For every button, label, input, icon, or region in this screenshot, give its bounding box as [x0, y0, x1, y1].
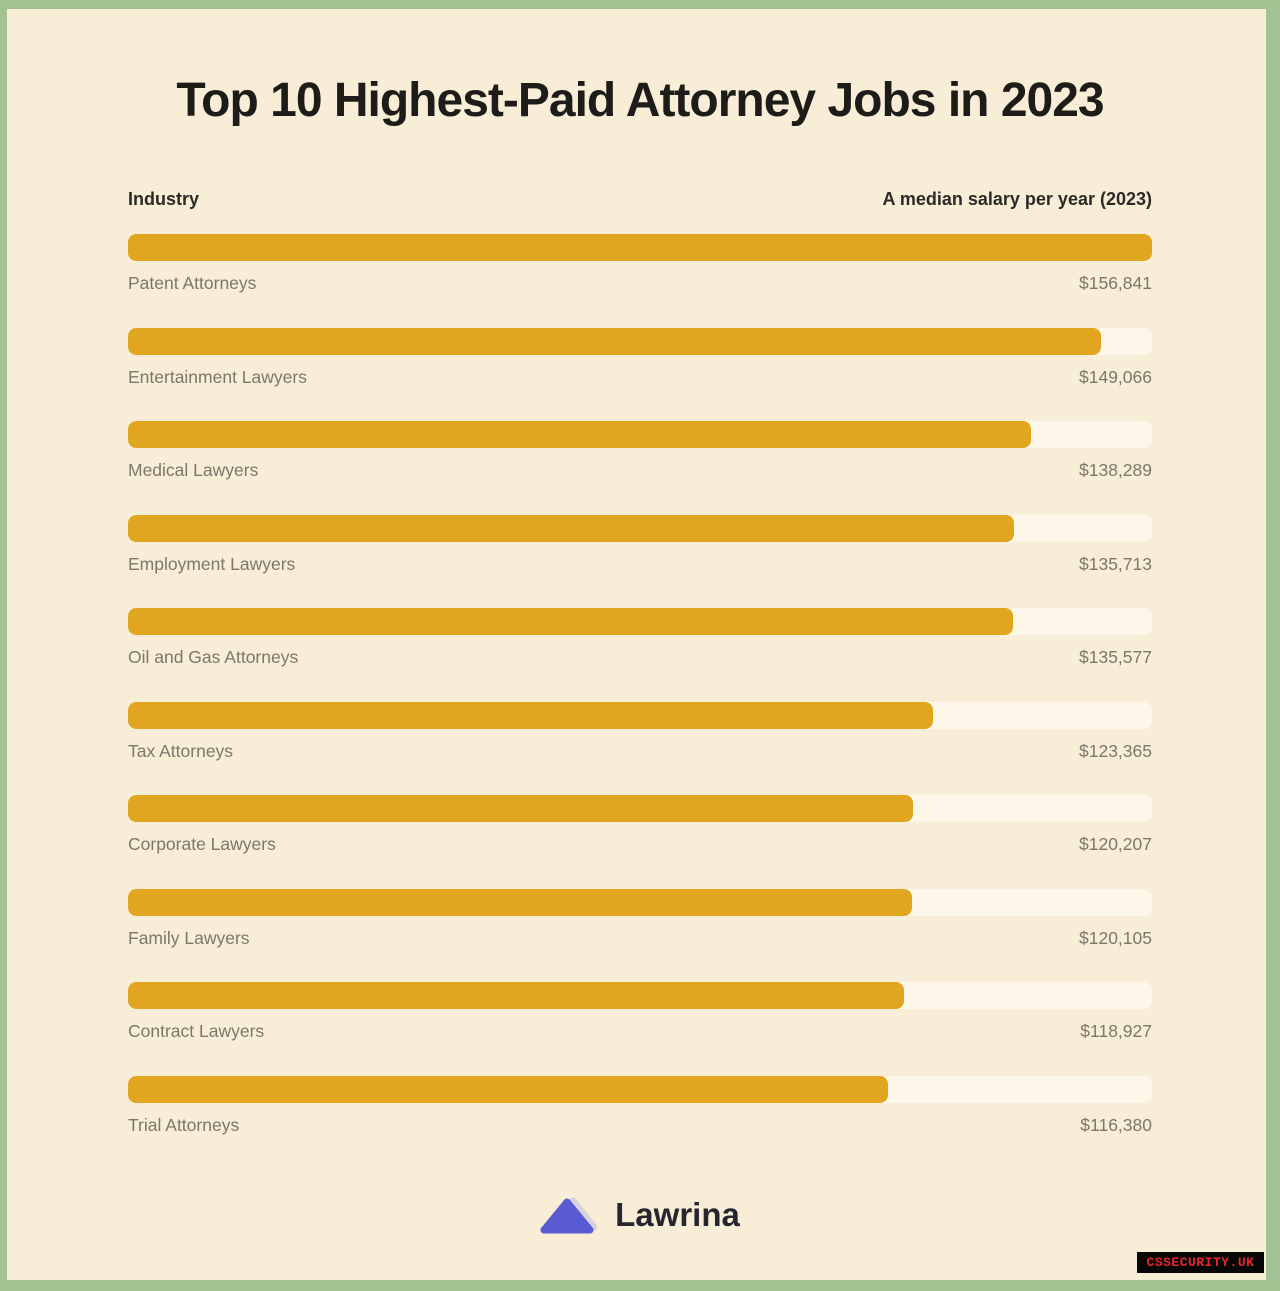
bar-row: Patent Attorneys $156,841	[128, 234, 1152, 294]
bar-labels: Medical Lawyers $138,289	[128, 460, 1152, 481]
salary-value: $149,066	[1079, 366, 1152, 387]
salary-value: $120,207	[1079, 834, 1152, 854]
bar-row: Family Lawyers $120,105	[128, 888, 1152, 949]
industry-label: Corporate Lawyers	[128, 834, 276, 854]
salary-value: $156,841	[1079, 273, 1152, 293]
brand-footer: Lawrina	[128, 1194, 1152, 1236]
salary-value: $123,365	[1079, 740, 1152, 761]
industry-label: Employment Lawyers	[128, 553, 296, 574]
bar-rows: Patent Attorneys $156,841 Entertainment La…	[128, 234, 1152, 1169]
bar-track	[128, 234, 1152, 261]
bar-labels: Employment Lawyers $135,713	[128, 554, 1152, 575]
brand-name: Lawrina	[615, 1196, 740, 1233]
bar-labels: Patent Attorneys $156,841	[128, 273, 1152, 294]
industry-label: Medical Lawyers	[128, 460, 259, 480]
bar-row: Tax Attorneys $123,365	[128, 701, 1152, 762]
triangle-icon	[540, 1197, 598, 1234]
bar-row: Corporate Lawyers $120,207	[128, 795, 1152, 855]
salary-bar	[128, 888, 913, 916]
salary-bar	[128, 608, 1014, 635]
bar-row: Entertainment Lawyers $149,066	[128, 327, 1152, 388]
industry-label: Patent Attorneys	[128, 273, 257, 293]
bar-row: Oil and Gas Attorneys $135,577	[128, 608, 1152, 668]
bar-row: Trial Attorneys $116,380	[128, 1075, 1152, 1136]
bar-labels: Contract Lawyers $118,927	[128, 1021, 1152, 1042]
bar-track	[128, 1075, 1152, 1103]
bar-track	[128, 888, 1152, 916]
salary-value: $135,713	[1079, 553, 1152, 574]
salary-bar	[128, 701, 934, 729]
industry-label: Entertainment Lawyers	[128, 366, 307, 387]
bar-track	[128, 982, 1152, 1009]
industry-label: Trial Attorneys	[128, 1114, 240, 1135]
bar-track	[128, 795, 1152, 822]
bar-track	[128, 327, 1152, 355]
bar-labels: Oil and Gas Attorneys $135,577	[128, 647, 1152, 668]
bar-row: Employment Lawyers $135,713	[128, 514, 1152, 575]
infographic-canvas: Top 10 Highest-Paid Attorney Jobs in 202…	[7, 9, 1266, 1280]
bar-labels: Entertainment Lawyers $149,066	[128, 367, 1152, 388]
salary-bar	[128, 514, 1015, 542]
salary-value: $120,105	[1079, 927, 1152, 948]
industry-label: Tax Attorneys	[128, 740, 234, 761]
bar-labels: Corporate Lawyers $120,207	[128, 834, 1152, 855]
salary-bar	[128, 327, 1102, 355]
bar-track	[128, 608, 1152, 635]
salary-value: $118,927	[1080, 1021, 1152, 1041]
watermark-text: CSSECURITY.UK	[1146, 1255, 1255, 1270]
chart-title: Top 10 Highest-Paid Attorney Jobs in 202…	[176, 74, 1104, 127]
bar-track	[128, 514, 1152, 542]
watermark-badge: CSSECURITY.UK	[1137, 1252, 1264, 1273]
lawrina-triangle-icon	[540, 1194, 598, 1236]
salary-bar	[128, 795, 913, 822]
chart-area: Top 10 Highest-Paid Attorney Jobs in 202…	[128, 9, 1152, 1280]
salary-value: $135,577	[1079, 647, 1152, 667]
industry-label: Contract Lawyers	[128, 1021, 265, 1041]
salary-column-header: A median salary per year (2023)	[882, 189, 1152, 209]
column-headers: Industry A median salary per year (2023)	[128, 189, 1152, 210]
salary-bar	[128, 421, 1031, 448]
industry-label: Oil and Gas Attorneys	[128, 647, 299, 667]
bar-labels: Trial Attorneys $116,380	[128, 1115, 1152, 1136]
bar-track	[128, 701, 1152, 729]
salary-value: $138,289	[1079, 460, 1152, 480]
salary-value: $116,380	[1080, 1114, 1152, 1135]
industry-column-header: Industry	[128, 189, 200, 209]
bar-row: Contract Lawyers $118,927	[128, 982, 1152, 1042]
salary-bar	[128, 234, 1152, 261]
bar-track	[128, 421, 1152, 448]
bar-labels: Tax Attorneys $123,365	[128, 741, 1152, 762]
industry-label: Family Lawyers	[128, 927, 250, 948]
bar-row: Medical Lawyers $138,289	[128, 421, 1152, 481]
salary-bar	[128, 1075, 888, 1103]
salary-bar	[128, 982, 905, 1009]
bar-labels: Family Lawyers $120,105	[128, 928, 1152, 949]
